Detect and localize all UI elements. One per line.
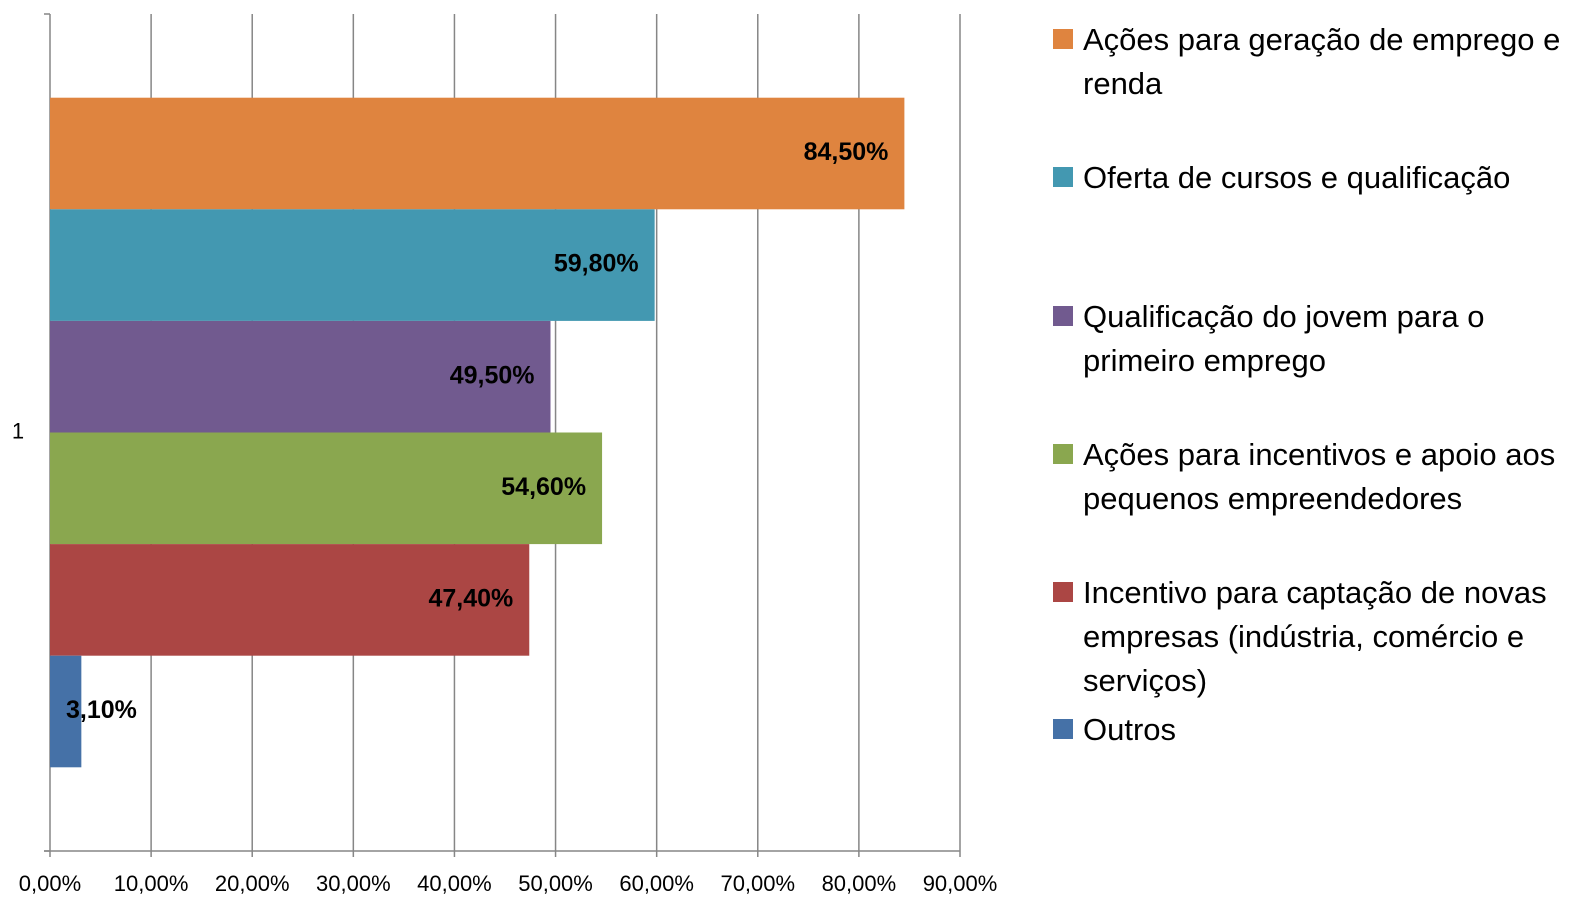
bar [50,97,905,210]
legend-item: Ações para incentivos e apoio aos pequen… [1053,433,1568,521]
data-label: 54,60% [501,473,586,501]
data-label: 84,50% [804,138,889,166]
bar [50,544,530,656]
legend-label: Ações para geração de emprego e renda [1083,22,1561,101]
x-tick-label: 80,00% [822,871,897,896]
legend-swatch [1053,167,1073,187]
legend-item: Ações para geração de emprego e renda [1053,18,1568,106]
legend-label: Outros [1083,712,1177,747]
legend-swatch [1053,444,1073,464]
legend-swatch [1053,29,1073,49]
legend-label: Qualificação do jovem para o primeiro em… [1083,299,1485,378]
legend-item: Outros [1053,708,1568,752]
legend-item: Incentivo para captação de novas empresa… [1053,571,1568,703]
legend-item: Oferta de cursos e qualificação [1053,156,1568,200]
legend-label: Incentivo para captação de novas empresa… [1083,575,1547,698]
bar [50,432,603,545]
legend-item: Qualificação do jovem para o primeiro em… [1053,295,1568,383]
x-tick-label: 20,00% [215,871,290,896]
legend-label: Ações para incentivos e apoio aos pequen… [1083,437,1556,516]
x-tick-label: 10,00% [114,871,189,896]
data-label: 59,80% [554,250,639,278]
bar [50,320,551,433]
x-tick-label: 30,00% [316,871,391,896]
x-tick-label: 0,00% [19,871,81,896]
legend-swatch [1053,719,1073,739]
x-tick-label: 50,00% [518,871,593,896]
legend-swatch [1053,582,1073,602]
x-tick-label: 40,00% [417,871,492,896]
legend-label: Oferta de cursos e qualificação [1083,160,1511,195]
data-label: 3,10% [66,696,137,724]
y-tick-label: 1 [12,418,24,443]
bar [50,209,655,321]
data-label: 47,40% [428,585,513,613]
bar [50,655,82,768]
legend-swatch [1053,306,1073,326]
data-label: 49,50% [450,361,535,389]
x-tick-label: 70,00% [720,871,795,896]
x-tick-label: 90,00% [923,871,998,896]
x-tick-label: 60,00% [619,871,694,896]
